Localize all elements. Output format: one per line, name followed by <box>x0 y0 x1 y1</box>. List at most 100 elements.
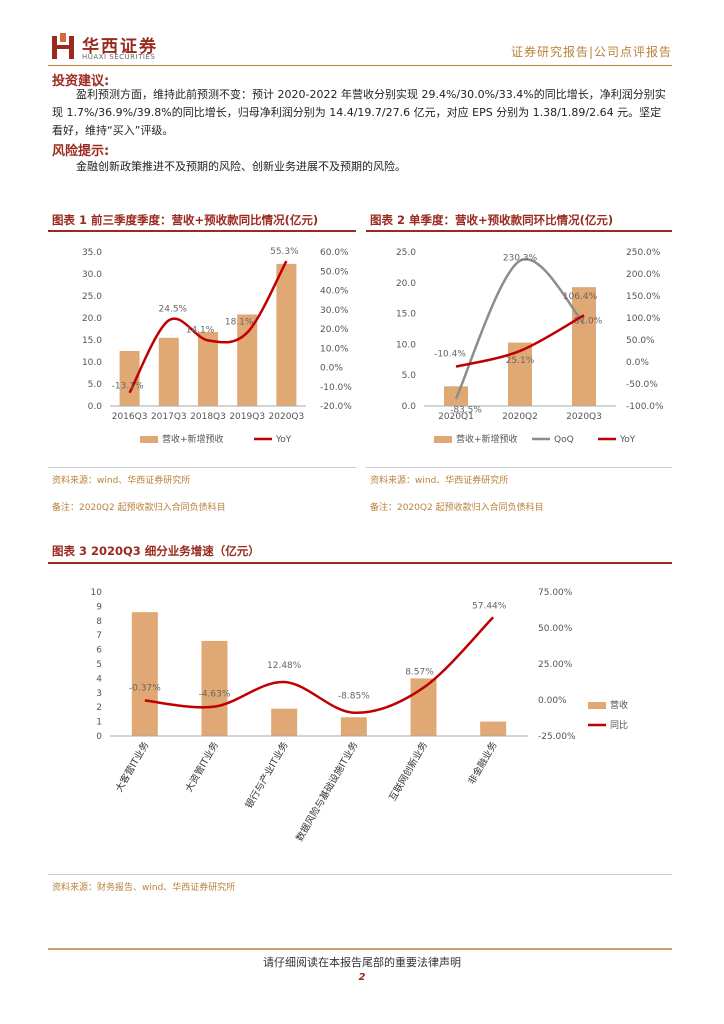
footer-divider <box>48 948 672 950</box>
fig1-source-rule <box>48 467 356 468</box>
data-label: 57.44% <box>472 601 507 611</box>
y2-tick-label: 40.0% <box>320 287 349 297</box>
y2-tick-label: 100.0% <box>626 314 661 324</box>
y-tick-label: 30.0 <box>82 270 102 280</box>
y-tick-label: 6 <box>96 646 102 656</box>
logo-subtext: HUAXI SECURITIES <box>82 53 156 61</box>
data-label: -10.4% <box>434 350 466 360</box>
y-tick-label: 0.0 <box>88 402 103 412</box>
fig3-source-rule <box>48 874 672 875</box>
fig1-rule <box>48 230 356 232</box>
fig1-note: 备注：2020Q2 起预收款归入合同负债科目 <box>52 503 226 513</box>
y2-tick-label: 20.0% <box>320 325 349 335</box>
x-tick-label: 2018Q3 <box>190 412 226 422</box>
legend-swatch-bar <box>588 702 606 709</box>
data-label: 230.3% <box>503 254 538 264</box>
bar <box>276 263 297 406</box>
y-tick-label: 7 <box>96 631 102 641</box>
legend-label: 营收+新增预收 <box>456 433 518 445</box>
y2-tick-label: 150.0% <box>626 292 661 302</box>
y2-tick-label: -20.0% <box>320 402 352 412</box>
y2-tick-label: 50.00% <box>538 624 573 634</box>
fig2-note: 备注：2020Q2 起预收款归入合同负债科目 <box>370 503 544 513</box>
legend-label: YoY <box>619 435 636 445</box>
x-tick-label: 2020Q2 <box>502 412 538 422</box>
bar <box>158 337 179 406</box>
y-tick-label: 5.0 <box>402 371 417 381</box>
y2-tick-label: 25.00% <box>538 660 573 670</box>
x-tick-label: 大客营IT业务 <box>113 739 152 794</box>
legend-label: 同比 <box>610 719 628 731</box>
y-tick-label: 9 <box>96 602 102 612</box>
y-tick-label: 25.0 <box>396 248 416 258</box>
logo-text: 华西证券 <box>82 37 158 57</box>
fig3-chart: 0 1 2 3 4 5 6 7 8 9 10 -25.00% 0.00% 25.00% 50.00% 75.0… <box>91 588 628 843</box>
series-line-YoY <box>128 260 288 394</box>
x-tick-label: 2016Q3 <box>112 412 148 422</box>
x-tick-label: 2017Q3 <box>151 412 187 422</box>
legend-swatch-bar <box>434 436 452 443</box>
y-tick-label: 2 <box>96 703 102 713</box>
y2-tick-label: 0.00% <box>538 696 567 706</box>
y-tick-label: 5 <box>96 660 102 670</box>
data-label: 18.1% <box>225 318 254 328</box>
x-tick-label: 大资管IT业务 <box>183 739 222 794</box>
risk-paragraph: 金融创新政策推进不及预期的风险、创新业务进展不及预期的风险。 <box>76 160 406 173</box>
y-tick-label: 15.0 <box>82 336 102 346</box>
report-type: 证券研究报告|公司点评报告 <box>510 45 672 59</box>
bar <box>201 640 228 736</box>
fig3-rule <box>48 562 672 564</box>
x-tick-label: 2020Q3 <box>566 412 602 422</box>
footer-note: 请仔细阅读在本报告尾部的重要法律声明 <box>263 956 461 969</box>
data-label: 14.1% <box>186 325 215 335</box>
bar <box>198 332 218 406</box>
bar <box>480 721 507 736</box>
y2-tick-label: 0.0% <box>626 358 649 368</box>
fig2-source-rule <box>366 467 672 468</box>
x-tick-label: 互联网创新业务 <box>386 739 430 803</box>
x-tick-label: 银行与产业IT业务 <box>243 739 291 810</box>
x-tick-label: 2020Q3 <box>269 412 305 422</box>
fig2-chart: 0.0 5.0 10.0 15.0 20.0 25.0 -100.0% -50.0% 0.0% 5… <box>396 248 664 445</box>
data-label: 106.4% <box>563 292 598 302</box>
bar <box>340 717 367 736</box>
fig2-source: 资料来源：wind、华西证券研究所 <box>370 476 509 486</box>
y-tick-label: 10.0 <box>82 358 102 368</box>
y-tick-label: 35.0 <box>82 248 102 258</box>
y-tick-label: 15.0 <box>396 310 416 320</box>
y2-tick-label: 0.0% <box>320 364 343 374</box>
fig1-source: 资料来源：wind、华西证券研究所 <box>52 476 191 486</box>
y-tick-label: 0.0 <box>402 402 417 412</box>
data-label: 55.3% <box>270 247 299 257</box>
y-tick-label: 1 <box>96 718 102 728</box>
series-line-YoY <box>455 314 585 368</box>
invest-heading: 投资建议: <box>52 74 110 89</box>
y2-tick-label: 75.00% <box>538 588 573 598</box>
data-label: -8.85% <box>338 692 370 702</box>
risk-heading: 风险提示: <box>52 144 110 159</box>
legend-label: YoY <box>275 435 292 445</box>
bar <box>237 314 258 406</box>
fig1-title: 图表 1 前三季度季度：营收+预收款同比情况(亿元) <box>52 213 319 227</box>
x-tick-label: 非金融业务 <box>466 739 500 787</box>
data-label: -13.1% <box>112 382 144 392</box>
data-label: -83.5% <box>450 406 482 416</box>
y-tick-label: 0 <box>96 732 102 742</box>
fig1-chart: 0.0 5.0 10.0 15.0 20.0 25.0 30.0 35.0 -20.0% -10.… <box>82 247 352 445</box>
legend-label: 营收+新增预收 <box>162 433 224 445</box>
y-tick-label: 3 <box>96 689 102 699</box>
data-label: -4.63% <box>199 690 231 700</box>
y-tick-label: 20.0 <box>396 279 416 289</box>
header-divider <box>48 65 672 66</box>
y-tick-label: 20.0 <box>82 314 102 324</box>
data-label: 87.0% <box>574 317 603 327</box>
series-line-同比 <box>144 616 495 714</box>
y2-tick-label: 60.0% <box>320 248 349 258</box>
y2-tick-label: 250.0% <box>626 248 661 258</box>
legend-swatch-bar <box>140 436 158 443</box>
y2-tick-label: -25.00% <box>538 732 576 742</box>
x-tick-label: 数据风险与基础设施IT业务 <box>293 739 360 843</box>
page-number: 2 <box>358 972 366 983</box>
fig3-title: 图表 3 2020Q3 细分业务增速（亿元） <box>52 544 260 558</box>
y2-tick-label: 50.0% <box>626 336 655 346</box>
